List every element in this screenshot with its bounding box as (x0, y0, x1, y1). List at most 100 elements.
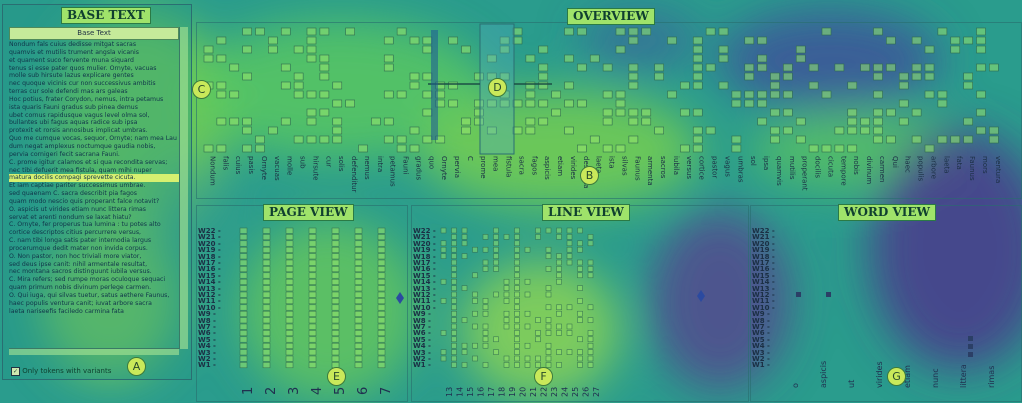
page-view-cell[interactable] (262, 240, 271, 247)
line-view-cell[interactable] (566, 304, 573, 311)
line-view-cell[interactable] (566, 227, 573, 234)
overview-cell[interactable] (577, 144, 587, 153)
overview-cell[interactable] (538, 117, 549, 126)
overview-cell[interactable] (705, 126, 716, 135)
page-view-cell[interactable] (331, 298, 340, 305)
line-view-cell[interactable] (556, 310, 562, 317)
line-view-cell[interactable] (493, 266, 499, 272)
overview-cell[interactable] (692, 36, 703, 45)
overview-cell[interactable] (628, 72, 639, 81)
page-view-cell[interactable] (262, 259, 271, 266)
overview-cell[interactable] (564, 54, 574, 63)
overview-cell[interactable] (474, 72, 484, 81)
overview-cell[interactable] (551, 90, 561, 99)
overview-cell[interactable] (963, 36, 973, 45)
overview-cell[interactable] (950, 36, 961, 45)
overview-cell[interactable] (525, 117, 536, 126)
page-view-cell[interactable] (354, 304, 363, 311)
overview-cell[interactable] (641, 27, 652, 36)
overview-cell[interactable] (383, 63, 394, 72)
checkbox-icon[interactable]: ✓ (11, 367, 20, 376)
page-view-cell[interactable] (354, 362, 363, 369)
page-view-cell[interactable] (262, 362, 271, 369)
overview-cell[interactable] (654, 126, 664, 135)
base-text-line[interactable]: C. Ornyte, fer properus tua lumina : tu … (9, 221, 161, 229)
overview-cell[interactable] (808, 144, 819, 153)
page-view-cell[interactable] (354, 330, 363, 337)
overview-cell[interactable] (499, 36, 510, 45)
overview-cell[interactable] (795, 135, 806, 144)
base-text-line[interactable]: nec montana sacros distinguunt iubila ve… (9, 268, 152, 276)
line-view-cell[interactable] (503, 278, 510, 285)
line-view-cell[interactable] (577, 362, 583, 368)
line-view-cell[interactable] (451, 285, 457, 291)
overview-cell[interactable] (422, 36, 433, 45)
line-view-cell[interactable] (461, 285, 468, 291)
overview-cell[interactable] (628, 135, 639, 144)
page-view-cell[interactable] (285, 336, 294, 343)
overview-cell[interactable] (783, 108, 793, 117)
line-view-cell[interactable] (587, 362, 594, 368)
line-view-cell[interactable] (451, 323, 457, 330)
page-view-cell[interactable] (285, 355, 294, 362)
overview-cell[interactable] (873, 72, 883, 81)
page-view-cell[interactable] (354, 259, 363, 266)
base-text-line[interactable]: Et iam captiae pariter successimus umbra… (9, 182, 146, 190)
overview-cell[interactable] (718, 81, 729, 90)
overview-cell[interactable] (577, 27, 587, 36)
overview-cell[interactable] (525, 99, 536, 108)
line-view-cell[interactable] (451, 234, 457, 240)
line-view-cell[interactable] (545, 362, 552, 368)
overview-cell[interactable] (976, 45, 986, 54)
line-view-cell[interactable] (482, 259, 489, 266)
base-text-line[interactable]: cortice descriptos citius percurrere ver… (9, 229, 142, 237)
overview-cell[interactable] (564, 27, 574, 36)
overview-cell[interactable] (911, 108, 922, 117)
page-view-cell[interactable] (377, 362, 386, 369)
overview-cell[interactable] (744, 72, 755, 81)
page-view-cell[interactable] (262, 253, 271, 260)
overview-cell[interactable] (860, 117, 870, 126)
overview-cell[interactable] (319, 27, 330, 36)
overview-cell[interactable] (615, 27, 626, 36)
overview-cell[interactable] (795, 117, 806, 126)
overview-cell[interactable] (409, 72, 420, 81)
line-view-cell[interactable] (577, 246, 583, 253)
overview-cell[interactable] (615, 45, 626, 54)
overview-cell[interactable] (963, 72, 973, 81)
line-view-cell[interactable] (587, 234, 594, 240)
overview-cell[interactable] (847, 126, 858, 135)
line-view-cell[interactable] (514, 253, 520, 259)
page-view-cell[interactable] (377, 323, 386, 330)
page-view-cell[interactable] (354, 336, 363, 343)
overview-cell[interactable] (667, 36, 677, 45)
page-view-cell[interactable] (262, 310, 271, 317)
line-view-cell[interactable] (451, 278, 457, 285)
page-view-cell[interactable] (239, 240, 248, 247)
page-view-cell[interactable] (239, 291, 248, 298)
overview-cell[interactable] (203, 45, 214, 54)
line-view-cell[interactable] (451, 298, 457, 304)
overview-cell[interactable] (602, 144, 613, 153)
overview-cell[interactable] (757, 90, 767, 99)
page-view-cell[interactable] (285, 317, 294, 324)
page-view-cell[interactable] (239, 246, 248, 253)
line-view-cell[interactable] (493, 234, 499, 240)
line-view-cell[interactable] (461, 349, 468, 355)
overview-cell[interactable] (461, 117, 471, 126)
page-view-cell[interactable] (377, 355, 386, 362)
line-view-cell[interactable] (566, 330, 573, 336)
line-view-cell[interactable] (451, 355, 457, 362)
line-view-cell[interactable] (482, 298, 489, 304)
page-view-cell[interactable] (262, 349, 271, 356)
line-view-cell[interactable] (556, 330, 562, 336)
line-view-cell[interactable] (514, 272, 520, 279)
overview-cell[interactable] (268, 36, 278, 45)
page-view-cell[interactable] (285, 259, 294, 266)
overview-cell[interactable] (692, 135, 703, 144)
overview-cell[interactable] (306, 36, 317, 45)
overview-cell[interactable] (525, 90, 536, 99)
page-view-cell[interactable] (354, 310, 363, 317)
line-view-cell[interactable] (503, 323, 510, 330)
page-view-cell[interactable] (377, 253, 386, 260)
